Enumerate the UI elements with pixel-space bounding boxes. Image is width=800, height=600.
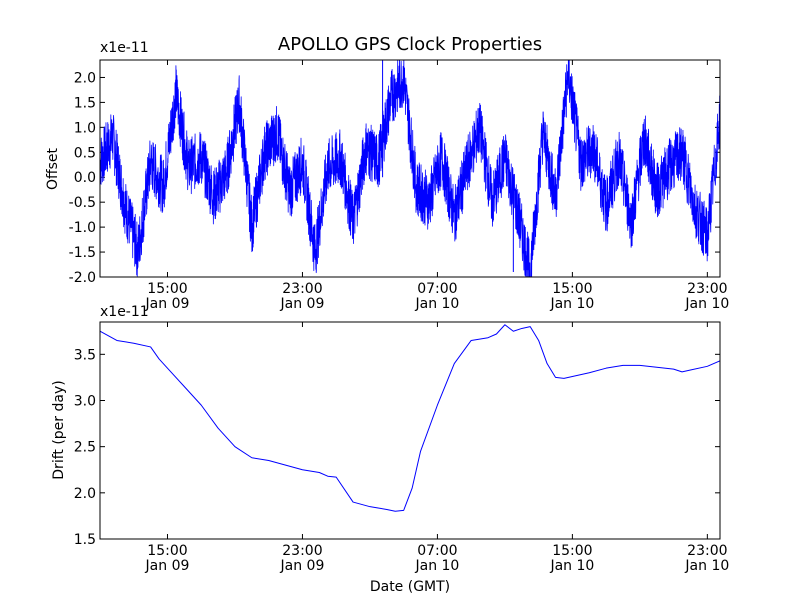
drift-ytick-label: 3.0	[74, 393, 96, 409]
drift-ytick-label: 3.5	[74, 347, 96, 363]
offset-series-line-0	[100, 60, 720, 277]
offset-ytick-label: 1.0	[74, 120, 96, 136]
drift-series-group	[100, 324, 720, 512]
offset-ytick-label: 0.0	[74, 170, 96, 186]
offset-xtick-date: Jan 10	[549, 296, 594, 312]
offset-ytick-label: -1.5	[69, 245, 96, 261]
offset-ytick-label: 1.5	[74, 95, 96, 111]
offset-xtick-date: Jan 09	[280, 296, 325, 312]
drift-xtick-time: 23:00	[282, 543, 322, 559]
offset-series-group	[100, 60, 720, 277]
drift-xtick-date: Jan 10	[414, 558, 459, 574]
offset-xtick-date: Jan 10	[684, 296, 729, 312]
drift-multiplier-label: x1e-11	[100, 304, 149, 320]
drift-xtick-time: 23:00	[687, 543, 727, 559]
offset-ytick-label: 0.5	[74, 145, 96, 161]
offset-ytick-label: -2.0	[69, 270, 96, 286]
offset-ytick-label: 2.0	[74, 70, 96, 86]
drift-ytick-label: 1.5	[74, 532, 96, 548]
drift-series-line-0	[100, 324, 720, 512]
offset-xtick-time: 23:00	[282, 281, 322, 297]
drift-ytick-label: 2.5	[74, 440, 96, 456]
drift-xtick-date: Jan 09	[280, 558, 325, 574]
offset-xtick-date: Jan 10	[414, 296, 459, 312]
chart-title: APOLLO GPS Clock Properties	[278, 34, 542, 55]
drift-xtick-date: Jan 09	[145, 558, 190, 574]
offset-plot-frame	[99, 59, 721, 278]
offset-ytick-label: -1.0	[69, 220, 96, 236]
offset-ylabel: Offset	[45, 147, 61, 190]
offset-xtick-time: 15:00	[552, 281, 592, 297]
offset-xtick-date: Jan 09	[145, 296, 190, 312]
drift-xtick-date: Jan 10	[684, 558, 729, 574]
drift-xtick-time: 15:00	[147, 543, 187, 559]
offset-xtick-time: 15:00	[147, 281, 187, 297]
offset-axis-ticks: -2.0-1.5-1.0-0.50.00.51.01.52.015:00Jan …	[69, 60, 729, 312]
offset-xtick-time: 23:00	[687, 281, 727, 297]
drift-xtick-time: 15:00	[552, 543, 592, 559]
drift-xlabel: Date (GMT)	[370, 579, 450, 595]
drift-plot-frame	[99, 321, 721, 540]
offset-xtick-time: 07:00	[417, 281, 457, 297]
offset-multiplier-label: x1e-11	[100, 40, 149, 56]
drift-ylabel: Drift (per day)	[51, 380, 67, 479]
drift-ytick-label: 2.0	[74, 486, 96, 502]
offset-ytick-label: -0.5	[69, 195, 96, 211]
drift-xtick-time: 07:00	[417, 543, 457, 559]
offset-panel: x1e-11 -2.0 -1.5 -1.0 -0.5 0.0 0.5 1.0 1.5 2.0 15…	[45, 40, 729, 312]
drift-xtick-date: Jan 10	[549, 558, 594, 574]
